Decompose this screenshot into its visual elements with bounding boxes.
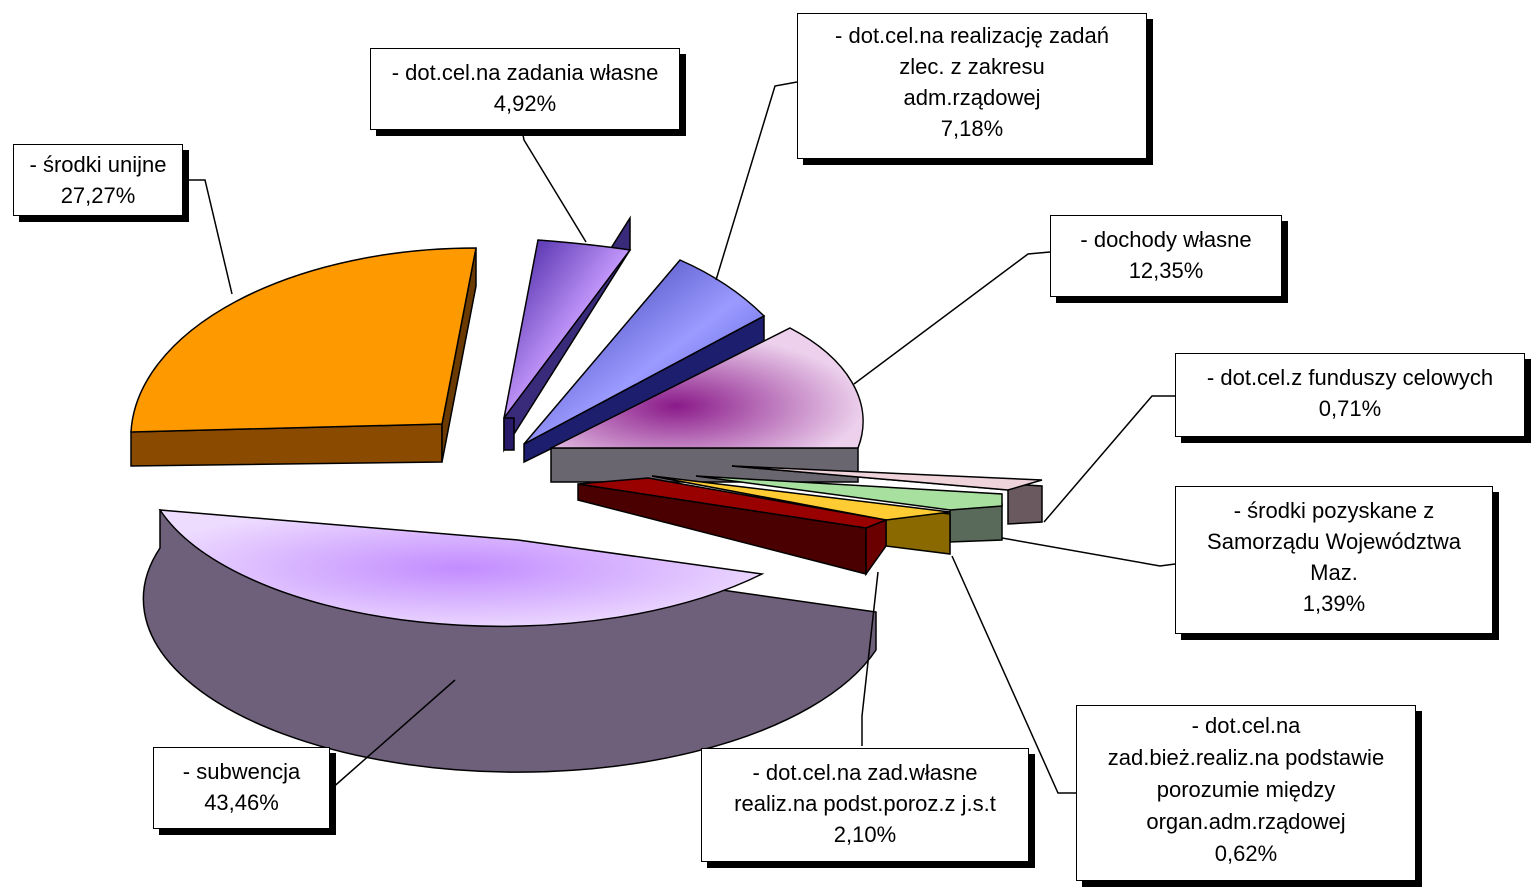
slice-dot-zad-biez-top	[651, 475, 951, 521]
slice-dot-zadania-wlasne-front	[503, 417, 515, 451]
slice-dot-fundusze-celowe	[731, 465, 1043, 525]
slice-dochody-wlasne-top	[550, 327, 864, 449]
label-value: 12,35%	[1128, 258, 1204, 283]
slice-srodki-unijne	[130, 247, 477, 467]
label-text: organ.adm.rządowej	[1146, 809, 1346, 834]
label-text: Samorządu Województwa	[1207, 529, 1461, 554]
leader-line	[183, 179, 233, 295]
leader-line	[853, 251, 1051, 385]
label-text: - środki unijne	[29, 152, 167, 177]
slice-subwencja	[142, 509, 877, 773]
label-dot-zad-biez: - dot.cel.na zad.bież.realiz.na podstawi…	[1076, 705, 1416, 881]
label-value: 2,10%	[833, 822, 897, 847]
slice-dot-realizacje-zadan-top	[523, 259, 766, 445]
slice-dot-zad-wlasne-poroz-top	[577, 477, 889, 529]
label-value: 4,92%	[493, 91, 557, 116]
label-text: zad.bież.realiz.na podstawie	[1107, 745, 1385, 770]
label-value: 0,62%	[1214, 841, 1278, 866]
leader-line	[861, 571, 879, 746]
label-value: 27,27%	[60, 183, 136, 208]
label-dot-realizacje-zadan: - dot.cel.na realizację zadań zlec. z za…	[797, 13, 1147, 159]
leader-lines	[183, 81, 1176, 794]
leader-line	[1043, 395, 1175, 523]
label-text: realiz.na podst.poroz.z j.s.t	[734, 791, 996, 816]
label-text: porozumie między	[1156, 777, 1336, 802]
label-text: - dot.cel.na zadania własne	[391, 60, 659, 85]
label-srodki-samorzad: - środki pozyskane z Samorządu Województ…	[1175, 486, 1493, 634]
slice-dot-fundusze-celowe-top	[731, 465, 1043, 491]
slice-dot-zad-biez	[651, 475, 951, 555]
label-text: - dochody własne	[1080, 227, 1252, 252]
label-text: adm.rządowej	[903, 85, 1041, 110]
leader-line	[951, 555, 1076, 794]
label-value: 7,18%	[940, 116, 1004, 141]
leader-line	[1001, 537, 1176, 567]
leader-line	[521, 129, 587, 243]
label-dochody-wlasne: - dochody własne 12,35%	[1050, 215, 1282, 297]
label-text: zlec. z zakresu	[899, 54, 1045, 79]
label-subwencja: - subwencja 43,46%	[153, 747, 330, 829]
label-text: - dot.cel.na	[1191, 713, 1301, 738]
label-dot-zadania-wlasne: - dot.cel.na zadania własne 4,92%	[370, 48, 680, 130]
slice-dot-zad-wlasne-poroz	[577, 477, 889, 577]
label-dot-zad-wlasne-poroz: - dot.cel.na zad.własne realiz.na podst.…	[701, 748, 1029, 862]
slice-dochody-wlasne	[550, 327, 864, 483]
label-value: 1,39%	[1302, 591, 1366, 616]
slice-srodki-samorzad-top	[695, 475, 1003, 511]
label-text: - środki pozyskane z	[1233, 498, 1435, 523]
slice-dot-zadania-wlasne-top	[503, 239, 632, 419]
label-dot-fundusze-celowe: - dot.cel.z funduszy celowych 0,71%	[1175, 353, 1525, 437]
leader-line	[329, 679, 456, 791]
slice-srodki-samorzad	[695, 475, 1003, 543]
label-text: Maz.	[1310, 560, 1358, 585]
label-text: - subwencja	[182, 759, 301, 784]
label-text: - dot.cel.z funduszy celowych	[1206, 365, 1494, 390]
leader-line	[715, 81, 798, 281]
label-srodki-unijne: - środki unijne 27,27%	[13, 144, 183, 216]
slice-srodki-unijne-top	[130, 247, 477, 433]
label-value: 0,71%	[1318, 396, 1382, 421]
label-text: - dot.cel.na realizację zadań	[835, 23, 1109, 48]
slice-dot-zadania-wlasne	[503, 215, 632, 453]
slice-subwencja-top	[158, 509, 765, 628]
label-text: - dot.cel.na zad.własne	[752, 760, 978, 785]
label-value: 43,46%	[204, 790, 279, 815]
slice-dot-zad-wlasne-poroz-front	[865, 518, 887, 577]
